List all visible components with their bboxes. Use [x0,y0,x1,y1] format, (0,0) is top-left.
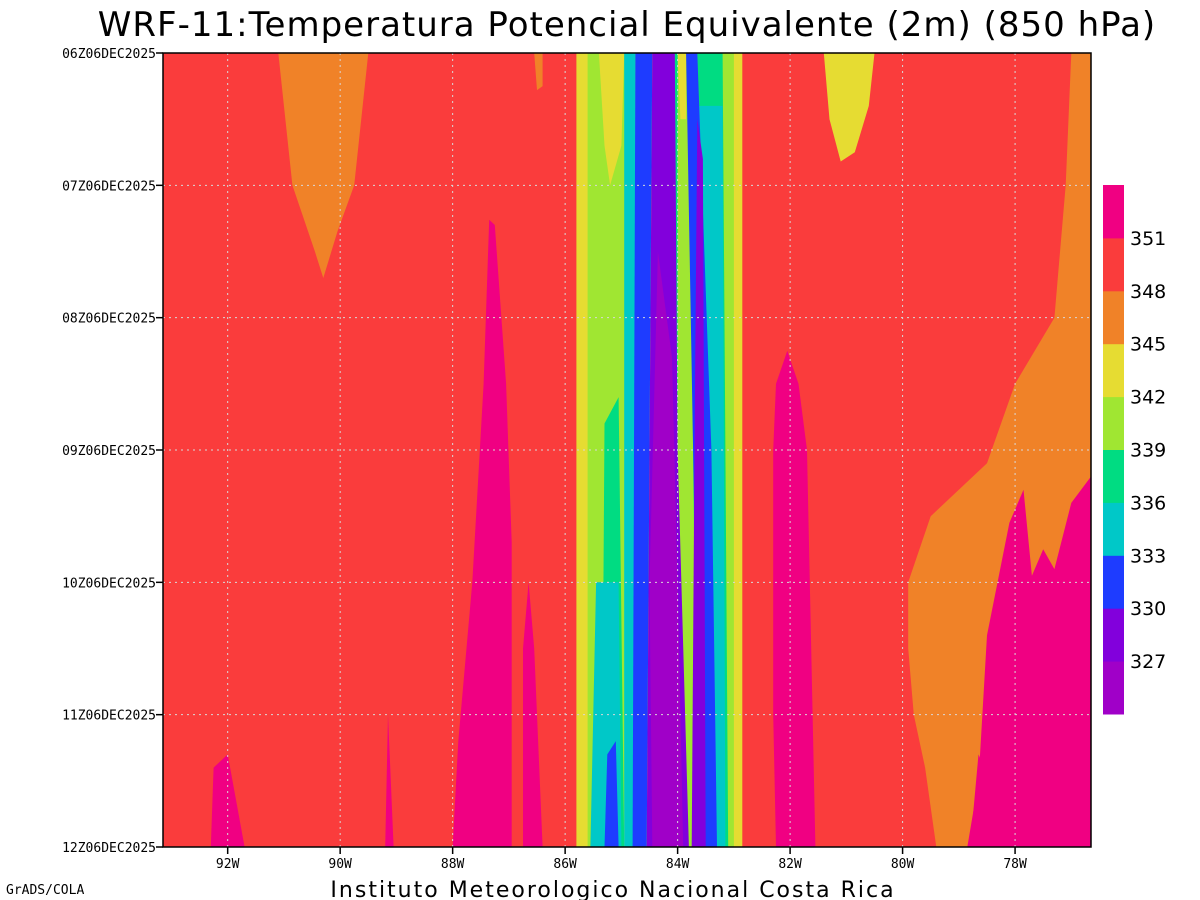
footer-credit: Instituto Meteorologico Nacional Costa R… [330,878,895,900]
colorbar-label-1: 330 [1130,598,1166,620]
contour-region-2 [523,582,543,847]
contour-region-4 [385,714,394,847]
colorbar-label-4: 339 [1130,440,1166,462]
colorbar-swatch-9 [1103,185,1124,239]
contour-region-13 [598,53,625,186]
colorbar-label-0: 327 [1130,651,1166,673]
contour-region-15 [733,53,743,847]
colorbar-label-6: 345 [1130,334,1166,356]
x-tick-label-6: 80W [891,857,915,872]
software-credit: GrADS/COLA [6,883,84,898]
contour-region-1 [452,219,512,847]
y-tick-label-0: 06Z06DEC2025 [62,47,156,62]
y-tick-label-3: 09Z06DEC2025 [62,444,156,459]
x-tick-label-2: 88W [441,857,465,872]
contour-region-8 [823,53,875,162]
y-tick-label-4: 10Z06DEC2025 [62,576,156,591]
colorbar-swatch-8 [1103,237,1124,292]
contour-region-24 [604,741,619,847]
colorbar-swatch-4 [1103,449,1124,503]
y-tick-label-6: 12Z06DEC2025 [62,841,156,856]
contour-region-5 [534,53,543,91]
x-tick-label-7: 78W [1003,857,1027,872]
contour-region-7 [773,350,816,847]
x-tick-label-3: 86W [553,857,577,872]
colorbar-label-5: 342 [1130,387,1166,409]
contour-region-14 [677,53,687,120]
contour-region-27 [691,119,706,847]
colorbar-swatch-3 [1103,502,1124,556]
colorbar-label-7: 348 [1130,281,1166,303]
contour-region-3 [210,754,245,847]
contour-region-0 [278,53,369,278]
contour-region-9 [967,476,1091,847]
x-tick-label-1: 90W [328,857,352,872]
colorbar-swatch-5 [1103,396,1124,450]
contour-region-12 [576,53,588,847]
colorbar-swatch-1 [1103,608,1124,662]
colorbar-label-2: 333 [1130,545,1166,567]
colorbar-swatch-0 [1103,661,1124,715]
chart-title: WRF-11:Temperatura Potencial Equivalente… [98,5,1156,45]
colorbar-swatch-6 [1103,343,1124,398]
contour-region-22 [632,53,653,847]
y-tick-label-5: 11Z06DEC2025 [62,709,156,724]
colorbar-label-8: 351 [1130,228,1166,250]
contour-region-19 [624,53,636,847]
contour-region-10 [970,754,996,847]
y-tick-label-2: 08Z06DEC2025 [62,312,156,327]
x-tick-label-5: 82W [778,857,802,872]
y-tick-label-1: 07Z06DEC2025 [62,179,156,194]
contour-region-26 [649,251,684,847]
colorbar-label-3: 336 [1130,492,1166,514]
colorbar-swatch-7 [1103,290,1124,345]
x-tick-label-0: 92W [216,857,240,872]
plot-area: 92W 90W 88W 86W 84W 82W 80W 78W 06Z06DEC2025 07Z0… [62,47,1092,872]
colorbar-swatch-2 [1103,555,1124,609]
colorbar: 327 330 333 336 339 342 345 348 351 [1103,185,1166,715]
x-tick-label-4: 84W [666,857,690,872]
